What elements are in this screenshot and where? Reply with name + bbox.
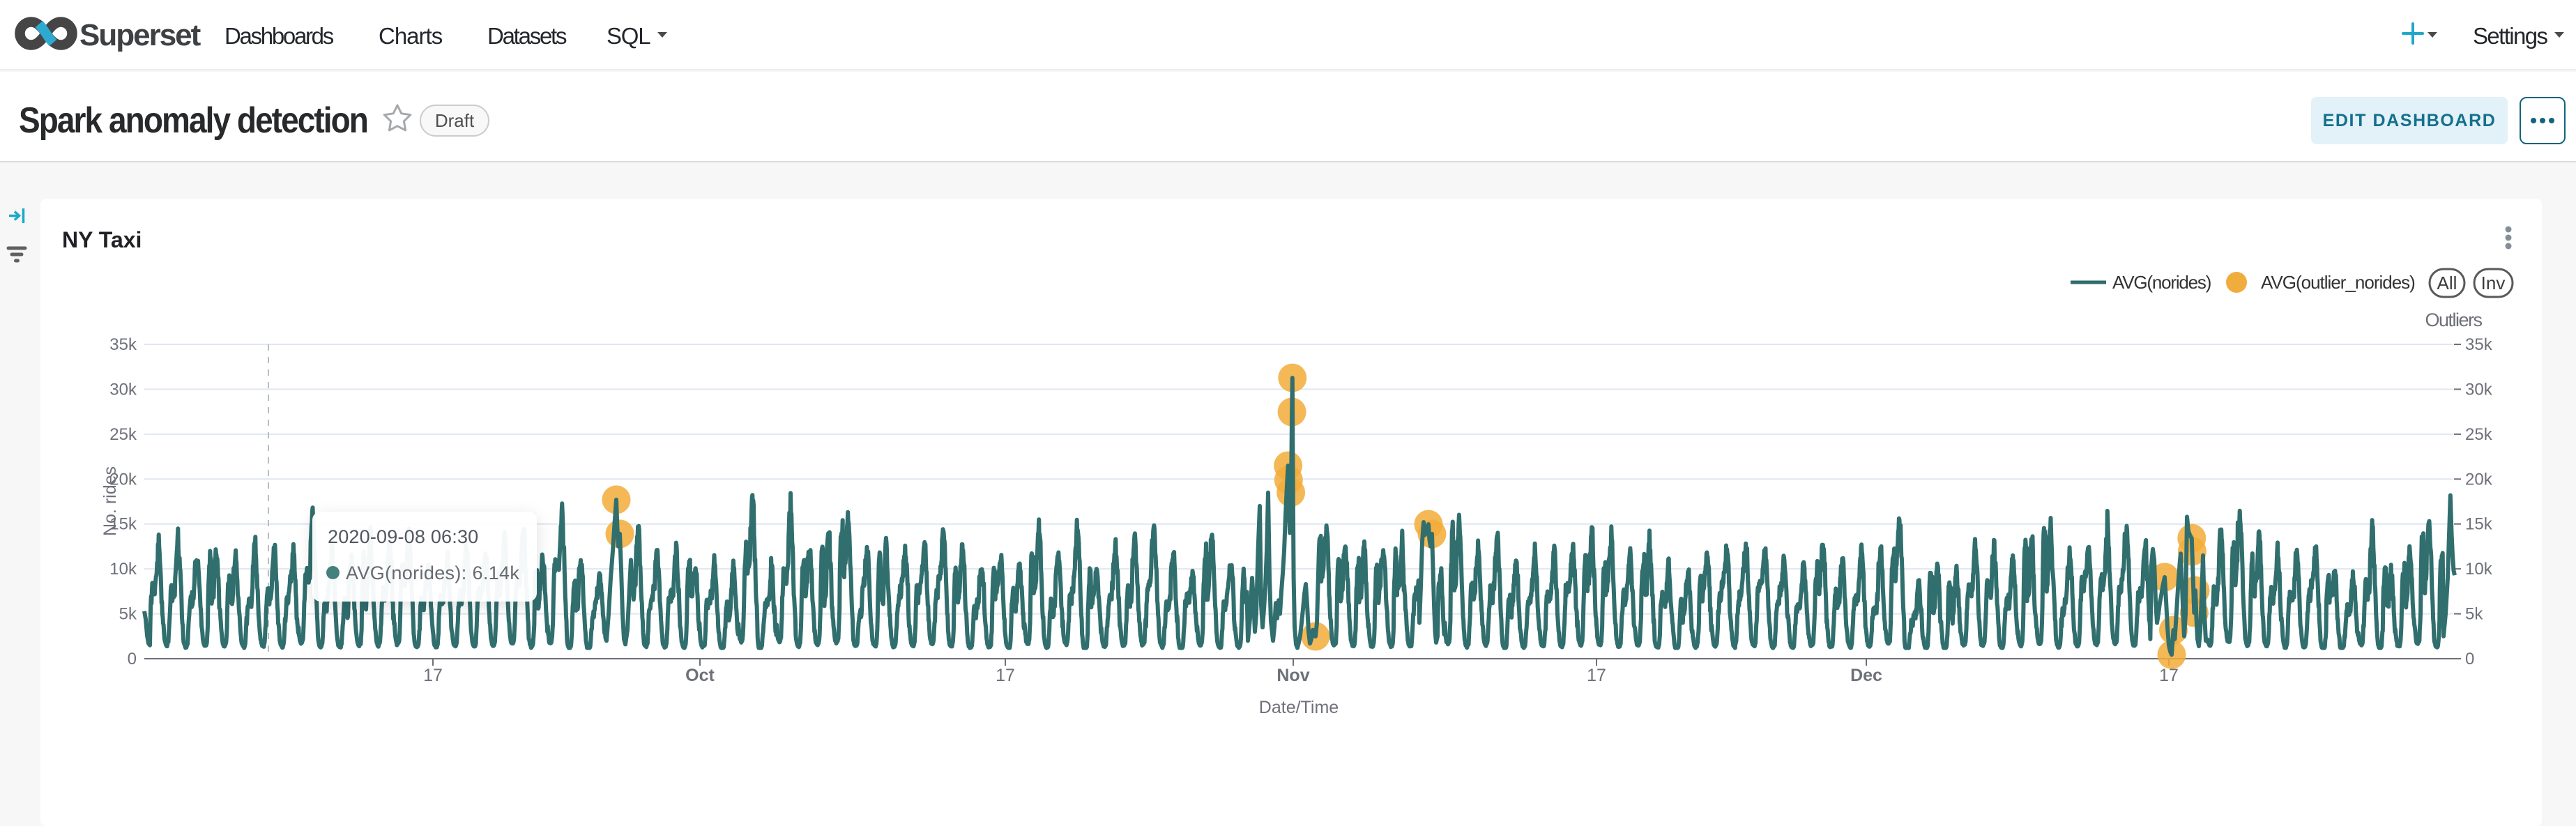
svg-text:AVG(norides): AVG(norides) <box>2112 272 2211 293</box>
svg-text:10k: 10k <box>109 560 137 579</box>
svg-text:5k: 5k <box>2465 605 2483 624</box>
svg-text:Outliers: Outliers <box>2425 309 2482 330</box>
svg-text:AVG(outlier_norides): AVG(outlier_norides) <box>2261 272 2415 293</box>
svg-text:0: 0 <box>2465 650 2474 668</box>
svg-text:20k: 20k <box>109 470 137 489</box>
svg-text:Nov: Nov <box>1276 666 1309 685</box>
svg-text:17: 17 <box>996 666 1015 685</box>
svg-text:15k: 15k <box>109 515 137 534</box>
svg-text:25k: 25k <box>109 425 137 444</box>
svg-text:Oct: Oct <box>685 666 715 685</box>
svg-text:35k: 35k <box>109 335 137 354</box>
svg-text:20k: 20k <box>2465 470 2493 489</box>
svg-text:Inv: Inv <box>2481 273 2506 293</box>
svg-text:35k: 35k <box>2465 335 2493 354</box>
svg-text:17: 17 <box>1587 666 1606 685</box>
svg-text:5k: 5k <box>119 605 137 624</box>
svg-text:15k: 15k <box>2465 515 2493 534</box>
svg-text:No. rides: No. rides <box>100 466 120 536</box>
svg-text:All: All <box>2437 273 2457 293</box>
svg-text:17: 17 <box>2159 666 2179 685</box>
svg-text:0: 0 <box>128 650 137 668</box>
svg-text:NY Taxi: NY Taxi <box>62 227 142 252</box>
svg-text:17: 17 <box>423 666 443 685</box>
svg-text:30k: 30k <box>109 380 137 399</box>
svg-text:25k: 25k <box>2465 425 2493 444</box>
svg-text:10k: 10k <box>2465 560 2493 579</box>
svg-text:Dec: Dec <box>1850 666 1882 685</box>
svg-text:30k: 30k <box>2465 380 2493 399</box>
svg-text:Date/Time: Date/Time <box>1259 698 1339 717</box>
